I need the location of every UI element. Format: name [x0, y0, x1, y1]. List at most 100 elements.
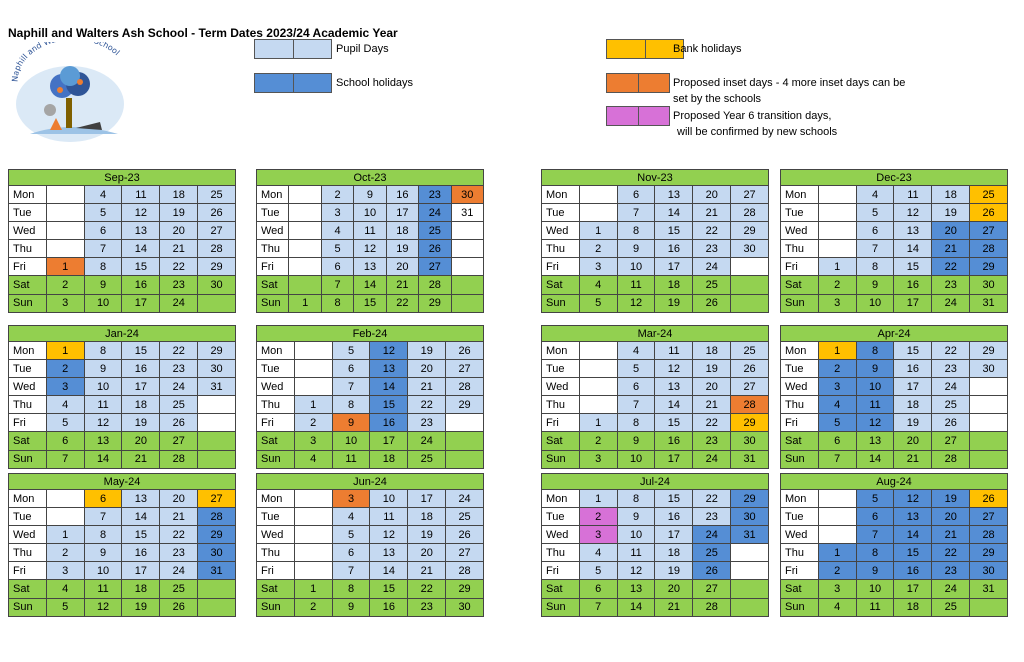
- date-cell: 24: [692, 449, 732, 469]
- day-label: Fri: [780, 257, 819, 277]
- day-label: Tue: [8, 203, 47, 223]
- day-label: Fri: [256, 413, 295, 433]
- date-cell: 23: [692, 239, 732, 259]
- date-cell: 3: [578, 449, 618, 469]
- date-cell: 11: [369, 507, 409, 527]
- date-cell: 8: [83, 525, 123, 545]
- date-cell: 24: [407, 431, 447, 451]
- date-cell: 19: [654, 561, 694, 581]
- date-cell: 23: [407, 413, 447, 433]
- date-cell: 5: [83, 203, 123, 223]
- date-cell: 16: [121, 359, 161, 379]
- day-label: Thu: [541, 543, 580, 563]
- date-cell: [45, 239, 85, 259]
- date-cell: 23: [159, 543, 199, 563]
- date-cell: 25: [159, 579, 199, 599]
- date-cell: [197, 413, 236, 433]
- date-cell: 21: [407, 561, 447, 581]
- date-cell: 28: [969, 525, 1008, 545]
- date-cell: 18: [931, 184, 971, 205]
- date-cell: 1: [817, 257, 857, 277]
- date-cell: 2: [578, 239, 618, 259]
- date-cell: 3: [817, 377, 857, 397]
- date-cell: 14: [654, 395, 694, 415]
- week-row: Sun 3 10 17 24: [8, 293, 236, 313]
- date-cell: 6: [817, 431, 857, 451]
- date-cell: 20: [159, 221, 199, 241]
- week-row: Sat 4 11 18 25: [8, 579, 236, 599]
- date-cell: 31: [969, 579, 1008, 599]
- week-row: Thu 4 11 18 25: [541, 543, 769, 563]
- date-cell: 15: [353, 293, 387, 313]
- date-cell: [288, 184, 322, 205]
- date-cell: 27: [969, 221, 1008, 241]
- day-label: Tue: [8, 359, 47, 379]
- week-row: Wed 7 14 21 28: [256, 377, 484, 397]
- day-label: Sat: [8, 579, 47, 599]
- date-cell: 17: [893, 377, 933, 397]
- date-cell: [197, 293, 236, 313]
- date-cell: 23: [931, 275, 971, 295]
- date-cell: 13: [654, 377, 694, 397]
- day-label: Wed: [541, 221, 580, 241]
- week-row: Thu 6 13 20 27: [256, 543, 484, 563]
- date-cell: [969, 431, 1008, 451]
- date-cell: [450, 239, 485, 259]
- day-label: Thu: [541, 239, 580, 259]
- day-label: Mon: [780, 488, 819, 509]
- school-logo-icon: Naphill and Walters Ash School: [10, 42, 124, 142]
- date-cell: 11: [353, 221, 387, 241]
- date-cell: 21: [385, 275, 420, 295]
- date-cell: 16: [369, 413, 409, 433]
- date-cell: 14: [616, 597, 656, 617]
- date-cell: [445, 449, 484, 469]
- day-label: Wed: [256, 525, 295, 545]
- day-label: Sat: [541, 275, 580, 295]
- date-cell: 5: [578, 561, 618, 581]
- week-row: Sun 4 11 18 25: [780, 597, 1008, 617]
- date-cell: 4: [817, 395, 857, 415]
- date-cell: 14: [369, 561, 409, 581]
- date-cell: 7: [320, 275, 355, 295]
- date-cell: 27: [159, 431, 199, 451]
- day-label: Mon: [780, 184, 819, 205]
- date-cell: 13: [654, 184, 694, 205]
- day-label: Sat: [541, 579, 580, 599]
- week-row: Wed 6 13 20 27: [780, 221, 1008, 241]
- date-cell: 13: [369, 543, 409, 563]
- date-cell: 19: [121, 413, 161, 433]
- date-cell: 8: [320, 293, 355, 313]
- date-cell: 5: [45, 597, 85, 617]
- week-row: Mon 4 11 18 25: [541, 340, 769, 361]
- day-label: Mon: [255, 184, 290, 205]
- day-label: Wed: [541, 525, 580, 545]
- date-cell: 21: [692, 203, 732, 223]
- date-cell: 20: [385, 257, 420, 277]
- date-cell: 16: [121, 275, 161, 295]
- week-row: Thu 2 9 16 23 30: [8, 543, 236, 563]
- week-row: Sun 7 14 21 28: [780, 449, 1008, 469]
- date-cell: 30: [730, 507, 769, 527]
- date-cell: 25: [931, 395, 971, 415]
- date-cell: 27: [197, 488, 236, 509]
- week-row: Fri 7 14 21 28: [256, 561, 484, 581]
- day-label: Tue: [780, 507, 819, 527]
- day-label: Sun: [256, 449, 295, 469]
- date-cell: 13: [353, 257, 387, 277]
- day-label: Sun: [256, 597, 295, 617]
- date-cell: 10: [331, 431, 371, 451]
- week-row: Fri 2 9 16 23 30: [780, 561, 1008, 581]
- date-cell: [293, 525, 333, 545]
- week-row: Mon 1 8 15 22 29: [541, 488, 769, 509]
- date-cell: [293, 377, 333, 397]
- day-label: Sun: [780, 597, 819, 617]
- date-cell: 2: [293, 597, 333, 617]
- date-cell: 2: [817, 561, 857, 581]
- date-cell: 25: [197, 184, 236, 205]
- date-cell: 28: [692, 597, 732, 617]
- date-cell: 22: [931, 340, 971, 361]
- day-label: Fri: [8, 413, 47, 433]
- date-cell: 4: [578, 543, 618, 563]
- date-cell: 18: [692, 340, 732, 361]
- date-cell: 15: [121, 340, 161, 361]
